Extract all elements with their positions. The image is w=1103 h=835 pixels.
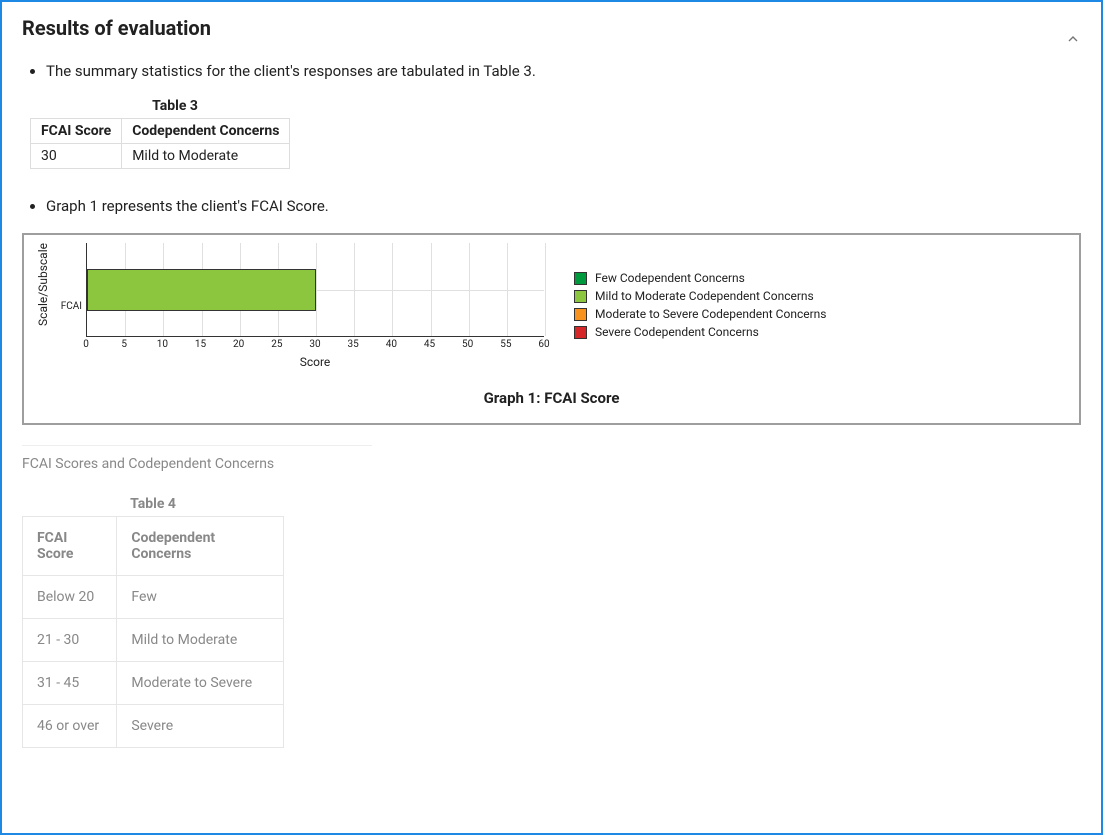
chart-xtick: 55 xyxy=(500,339,511,350)
chart-xtick: 25 xyxy=(271,339,282,350)
chart-y-category: FCAI xyxy=(58,301,86,312)
table4-caption: Table 4 xyxy=(22,496,284,512)
table-row: 21 - 30Mild to Moderate xyxy=(23,619,284,662)
table-cell: 31 - 45 xyxy=(23,662,117,705)
chart-xtick: 10 xyxy=(157,339,168,350)
bullet-list-1: The summary statistics for the client's … xyxy=(22,62,1081,80)
chart-xlabel: Score xyxy=(86,355,544,369)
collapse-icon[interactable] xyxy=(1065,31,1081,47)
chart-legend: Few Codependent Concerns Mild to Moderate… xyxy=(574,271,827,343)
legend-label: Moderate to Severe Codependent Concerns xyxy=(595,307,827,321)
legend-swatch xyxy=(574,272,587,285)
table3-col-header: Codependent Concerns xyxy=(122,119,290,144)
table-row: Below 20Few xyxy=(23,576,284,619)
section-header: Results of evaluation xyxy=(22,16,1081,62)
chart-xtick: 35 xyxy=(348,339,359,350)
table3: FCAI ScoreCodependent Concerns 30Mild to… xyxy=(30,118,290,169)
chart-xtick: 40 xyxy=(386,339,397,350)
chart-caption: Graph 1: FCAI Score xyxy=(32,389,1071,407)
chart-bar xyxy=(87,269,316,311)
table-cell: 21 - 30 xyxy=(23,619,117,662)
table-cell: 30 xyxy=(31,144,122,169)
table3-caption: Table 3 xyxy=(30,98,320,114)
chart-xticks: 051015202530354045505560 xyxy=(86,337,544,353)
table-row: 46 or overSevere xyxy=(23,705,284,748)
bullet-list-2: Graph 1 represents the client's FCAI Sco… xyxy=(22,197,1081,215)
legend-item: Mild to Moderate Codependent Concerns xyxy=(574,289,827,303)
chart-xtick: 60 xyxy=(538,339,549,350)
chart-area: Scale/Subscale FCAI 0 5 10 15 20 25 30 35 40 45 50… xyxy=(32,243,544,369)
table-cell: Few xyxy=(117,576,284,619)
chart-xtick: 0 xyxy=(83,339,89,350)
legend-label: Mild to Moderate Codependent Concerns xyxy=(595,289,814,303)
legend-item: Few Codependent Concerns xyxy=(574,271,827,285)
reference-heading: FCAI Scores and Codependent Concerns xyxy=(22,456,1081,472)
table-cell: Moderate to Severe xyxy=(117,662,284,705)
table-cell: Below 20 xyxy=(23,576,117,619)
divider xyxy=(22,445,372,446)
chart-xtick: 50 xyxy=(462,339,473,350)
results-panel: Results of evaluation The summary statis… xyxy=(0,0,1103,835)
chart-xtick: 15 xyxy=(195,339,206,350)
chart-xtick: 5 xyxy=(121,339,127,350)
table3-col-header: FCAI Score xyxy=(31,119,122,144)
legend-label: Severe Codependent Concerns xyxy=(595,325,759,339)
table-row: 31 - 45Moderate to Severe xyxy=(23,662,284,705)
legend-label: Few Codependent Concerns xyxy=(595,271,745,285)
legend-item: Moderate to Severe Codependent Concerns xyxy=(574,307,827,321)
table4-col-header: Codependent Concerns xyxy=(117,517,284,576)
table-cell: Severe xyxy=(117,705,284,748)
graph-panel: Scale/Subscale FCAI 0 5 10 15 20 25 30 35 40 45 50… xyxy=(22,233,1081,425)
bullet-item: The summary statistics for the client's … xyxy=(46,62,1081,80)
table4: FCAI ScoreCodependent Concerns Below 20F… xyxy=(22,516,284,748)
reference-section: FCAI Scores and Codependent Concerns Tab… xyxy=(22,445,1081,748)
bullet-item: Graph 1 represents the client's FCAI Sco… xyxy=(46,197,1081,215)
section-title: Results of evaluation xyxy=(22,16,211,40)
chart-ylabel: Scale/Subscale xyxy=(32,243,58,326)
table-cell: Mild to Moderate xyxy=(122,144,290,169)
table-row: 30Mild to Moderate xyxy=(31,144,290,169)
table-cell: 46 or over xyxy=(23,705,117,748)
table4-col-header: FCAI Score xyxy=(23,517,117,576)
legend-item: Severe Codependent Concerns xyxy=(574,325,827,339)
table3-wrap: Table 3 FCAI ScoreCodependent Concerns 3… xyxy=(30,98,1081,169)
chart-plot xyxy=(86,243,544,337)
table-cell: Mild to Moderate xyxy=(117,619,284,662)
chart-xtick: 30 xyxy=(309,339,320,350)
legend-swatch xyxy=(574,308,587,321)
chart-xtick: 45 xyxy=(424,339,435,350)
legend-swatch xyxy=(574,326,587,339)
chart-xtick: 20 xyxy=(233,339,244,350)
legend-swatch xyxy=(574,290,587,303)
